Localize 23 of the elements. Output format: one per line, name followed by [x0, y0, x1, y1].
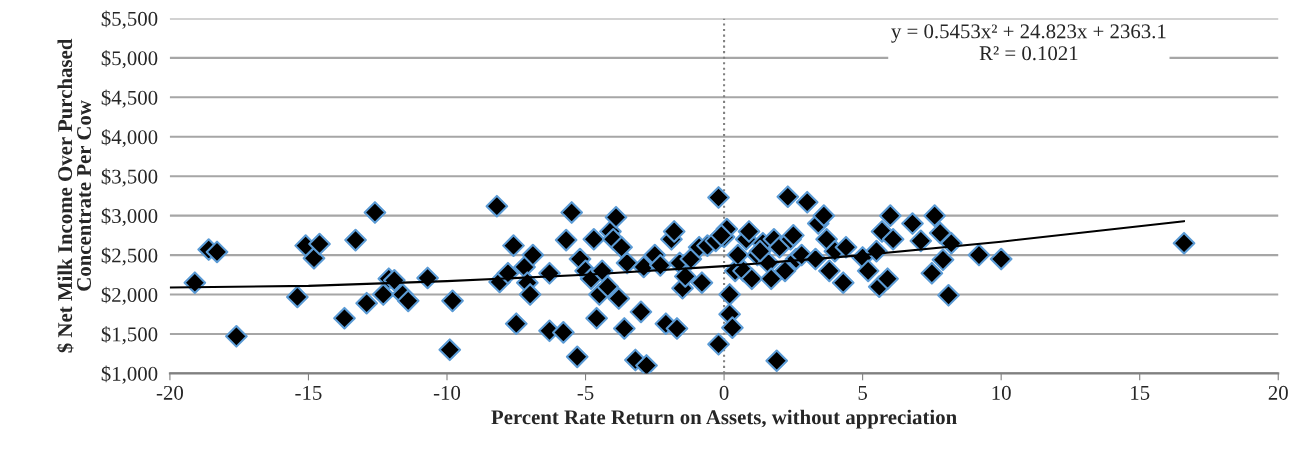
- x-tick-label: 10: [992, 385, 1011, 400]
- y-axis-title: $ Net Milk Income Over Purchased Concentrate Per Cow: [56, 38, 92, 353]
- x-tick-label: 5: [858, 386, 868, 400]
- y-tick-label: $2,000: [101, 286, 158, 305]
- x-tick-label: -20: [156, 385, 183, 400]
- y-tick-label: $4,000: [101, 128, 158, 148]
- x-tick-label: -15: [295, 385, 322, 400]
- annotation: y = 0.5453x² + 24.823x + 2363.1: [891, 24, 1166, 43]
- x-tick-label: 0: [719, 385, 729, 400]
- annotation: R² = 0.1021: [979, 46, 1078, 61]
- x-tick-label: 15: [1131, 385, 1150, 400]
- y-tick-label: $5,500: [101, 10, 158, 29]
- x-tick-label: -5: [577, 386, 594, 400]
- y-tick-label: $5,000: [101, 50, 158, 69]
- x-tick-label: -10: [433, 385, 461, 400]
- y-tick-label: $1,000: [101, 365, 158, 384]
- y-tick-label: $2,500: [101, 247, 158, 266]
- x-tick-label: 20: [1268, 385, 1288, 400]
- y-tick-label: $3,500: [101, 168, 158, 187]
- y-tick-label: $3,000: [101, 207, 158, 227]
- y-tick-label: $1,500: [101, 326, 158, 345]
- x-axis-title: Percent Rate Return on Assets, without appreciation: [491, 409, 957, 429]
- y-tick-label: $4,500: [101, 89, 158, 108]
